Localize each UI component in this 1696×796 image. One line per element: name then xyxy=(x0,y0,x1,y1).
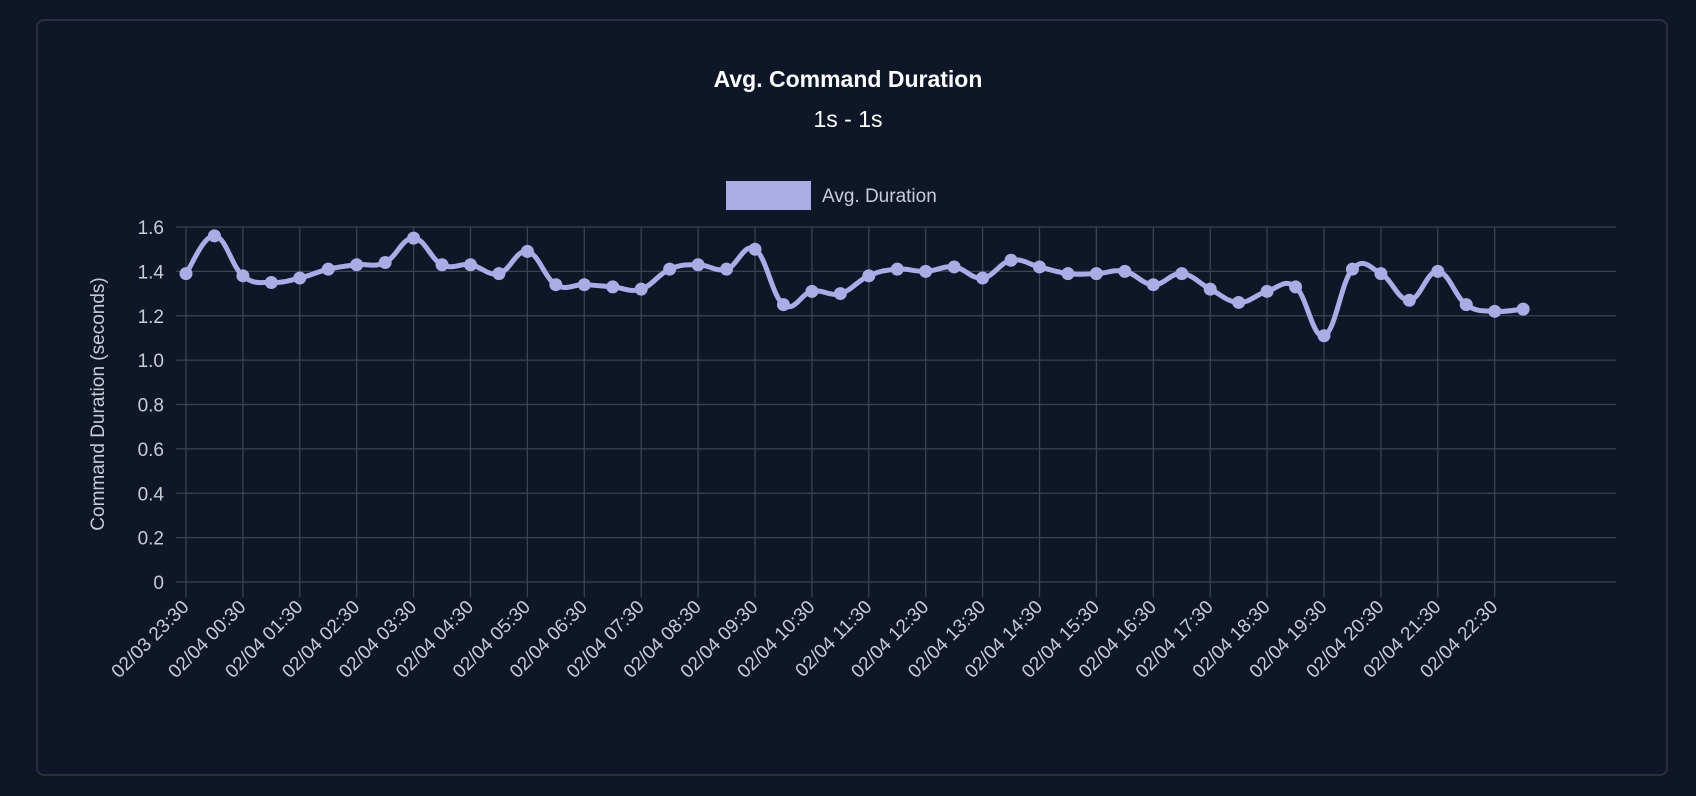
data-point xyxy=(1317,329,1331,343)
y-tick-label: 1.6 xyxy=(138,218,164,239)
y-tick-label: 1.2 xyxy=(138,307,164,328)
data-point xyxy=(947,260,961,274)
data-point xyxy=(520,244,534,258)
data-point xyxy=(1203,282,1217,296)
y-tick-label: 0 xyxy=(153,573,164,594)
data-point xyxy=(435,258,449,272)
data-point xyxy=(1146,278,1160,292)
data-point xyxy=(549,278,563,292)
data-point xyxy=(1175,267,1189,281)
data-point xyxy=(1118,264,1132,278)
chart-subtitle: 1s - 1s xyxy=(813,106,883,132)
data-point xyxy=(1061,267,1075,281)
data-point xyxy=(1345,262,1359,276)
data-point xyxy=(1516,302,1530,316)
y-axis-title: Command Duration (seconds) xyxy=(88,277,109,530)
data-point xyxy=(691,258,705,272)
data-point xyxy=(1004,253,1018,267)
legend-swatch xyxy=(726,181,811,210)
chart-title: Avg. Command Duration xyxy=(713,66,983,92)
data-point xyxy=(606,280,620,294)
data-point xyxy=(976,271,990,285)
data-point xyxy=(293,271,307,285)
data-point xyxy=(862,269,876,283)
data-point xyxy=(350,258,364,272)
data-point xyxy=(378,256,392,269)
data-point xyxy=(833,287,847,301)
data-point xyxy=(179,267,193,281)
grid xyxy=(176,226,1616,597)
data-point xyxy=(1431,264,1445,278)
legend-label: Avg. Duration xyxy=(822,186,937,207)
series-line xyxy=(183,233,1524,339)
data-point xyxy=(805,284,819,298)
data-point xyxy=(1374,267,1388,281)
data-point xyxy=(1232,295,1246,309)
data-point xyxy=(1289,280,1303,294)
y-tick-label: 0.4 xyxy=(138,484,165,505)
data-point xyxy=(1089,267,1103,281)
chart-card xyxy=(36,19,1668,776)
data-point xyxy=(1260,284,1274,298)
data-point xyxy=(264,275,278,289)
data-point xyxy=(207,229,221,243)
data-point xyxy=(464,258,477,272)
data-point xyxy=(1033,260,1046,274)
data-point xyxy=(776,298,790,312)
y-tick-label: 1.4 xyxy=(138,262,165,283)
data-point xyxy=(919,264,933,278)
data-point xyxy=(748,242,762,256)
y-tick-label: 0.2 xyxy=(138,529,164,550)
data-point xyxy=(321,262,335,276)
data-point xyxy=(492,267,506,281)
data-point xyxy=(236,269,250,283)
data-point xyxy=(720,262,734,276)
data-point xyxy=(1402,293,1416,307)
data-point xyxy=(1488,304,1502,318)
data-point xyxy=(577,278,591,292)
data-point xyxy=(890,262,904,276)
data-point xyxy=(634,282,648,296)
y-tick-label: 0.8 xyxy=(138,396,164,417)
series-points xyxy=(179,229,1530,343)
legend[interactable]: Avg. Duration xyxy=(726,181,937,210)
data-point xyxy=(1459,298,1473,312)
data-point xyxy=(663,262,677,276)
y-tick-label: 1.0 xyxy=(138,351,164,372)
y-tick-label: 0.6 xyxy=(138,440,164,461)
y-axis-ticks: 0 0.2 0.4 0.6 0.8 1.0 1.2 1.4 1.6 xyxy=(138,218,165,594)
data-point xyxy=(407,231,421,245)
